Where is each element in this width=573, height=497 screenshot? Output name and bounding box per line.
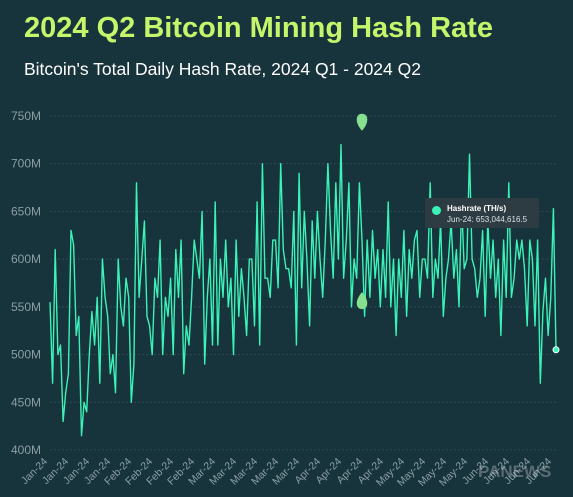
y-tick-label: 400M [11,443,41,457]
hashrate-series-line [49,143,557,437]
y-tick-label: 550M [11,300,41,314]
y-tick-label: 750M [11,109,41,123]
y-tick-label: 650M [11,204,41,218]
chart-title: 2024 Q2 Bitcoin Mining Hash Rate [24,12,493,44]
chart-subtitle: Bitcoin's Total Daily Hash Rate, 2024 Q1… [24,59,421,79]
annotation-markers [356,113,368,310]
y-tick-label: 500M [11,348,41,362]
y-tick-label: 700M [11,157,41,171]
y-tick-label: 450M [11,395,41,409]
tooltip-series-dot [432,206,441,215]
y-tick-label: 600M [11,252,41,266]
watermark-logo: PANEWS [478,462,552,481]
last-data-point[interactable] [552,346,560,354]
max-marker-icon [356,113,368,131]
x-axis-tick-labels: Jan-24Jan-24Jan-24Jan-24Feb-24Feb-24Feb-… [19,456,554,489]
min-marker-icon [356,292,368,310]
tooltip-series-name: Hashrate (TH/s) [447,204,507,213]
tooltip-value: Jun-24: 653,044,616.5 [447,215,528,224]
hover-tooltip: Hashrate (TH/s) Jun-24: 653,044,616.5 [425,198,539,228]
y-axis-tick-labels: 750M 700M 650M 600M 550M 500M 450M 400M [11,109,41,457]
